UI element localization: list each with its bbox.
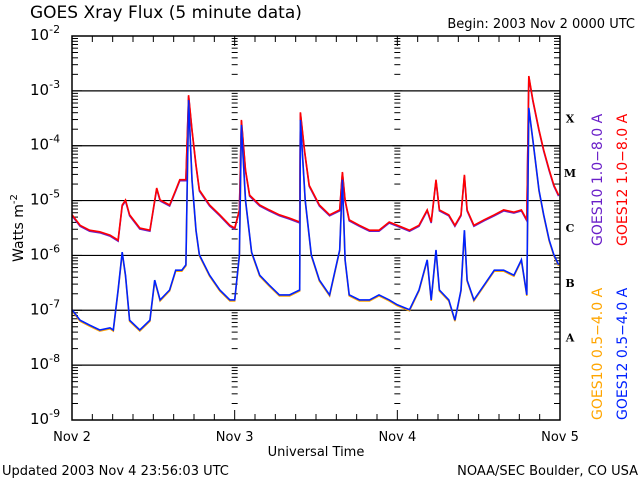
flare-class-label: C [566,222,575,235]
series-line-goes10-long [71,76,560,243]
x-tick-label: Nov 2 [53,430,91,445]
series-line-goes10-short [71,101,560,333]
x-tick-label: Nov 3 [216,430,254,445]
footer-updated: Updated 2003 Nov 4 23:56:03 UTC [2,464,229,479]
x-tick-label: Nov 4 [378,430,416,445]
legend-entry: GOES12 1.0−8.0 A [615,113,631,246]
x-axis-label: Universal Time [268,445,365,460]
y-tick-label: 10-3 [30,78,60,99]
series-line-goes12-long [71,75,560,242]
y-tick-label: 10-2 [30,23,60,44]
y-axis-label: Watts m-2 [9,194,27,262]
legend-entry: GOES10 1.0−8.0 A [590,113,606,246]
series-line-goes12-short [71,100,560,332]
y-tick-label: 10-9 [30,407,60,428]
flare-class-label: X [566,112,575,125]
chart-title: GOES Xray Flux (5 minute data) [30,3,302,23]
footer-source: NOAA/SEC Boulder, CO USA [457,464,638,479]
y-tick-label: 10-6 [30,242,60,263]
flare-class-label: A [565,332,575,345]
y-tick-label: 10-4 [30,133,60,154]
x-tick-label: Nov 5 [541,430,579,445]
legend-entry: GOES10 0.5−4.0 A [590,287,606,420]
begin-label: Begin: 2003 Nov 2 0000 UTC [447,17,635,32]
y-tick-label: 10-5 [30,188,60,209]
legend-entry: GOES12 0.5−4.0 A [615,287,631,420]
y-tick-label: 10-7 [30,297,60,318]
flare-class-label: B [565,277,574,290]
y-tick-label: 10-8 [30,352,60,373]
plot-frame [71,35,561,421]
flare-class-label: M [564,167,576,180]
